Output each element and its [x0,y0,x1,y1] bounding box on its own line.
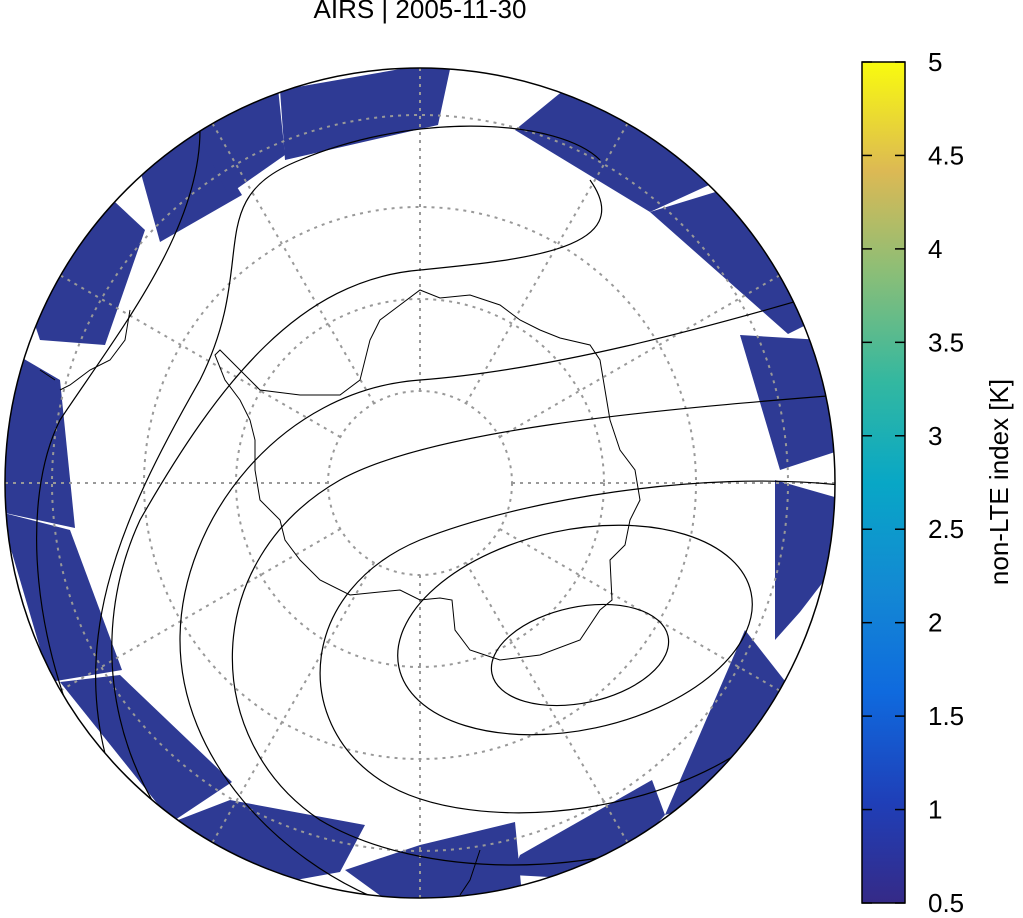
swath [775,480,835,640]
contour [231,394,835,866]
colorbar-ticks: 0.5 1 1.5 2 2.5 3 3.5 4 4.5 5 [862,47,964,918]
swath [650,190,812,334]
swath [515,85,720,212]
contour [179,289,835,898]
colorbar-tick-label: 4.5 [928,140,964,170]
swath [178,800,365,885]
meridian [499,274,780,438]
colorbar-tick-label: 4 [928,234,942,264]
contour [36,129,201,781]
swath [280,68,452,160]
colorbar-label: non-LTE index [K] [984,379,1014,585]
colorbar-tick-label: 1 [928,795,942,825]
colorbar-tick-label: 2.5 [928,514,964,544]
latitude-circle [235,298,605,668]
coastline [214,289,641,661]
contour [490,603,670,707]
latitude-circle [51,114,789,852]
swath [195,88,285,195]
swath [30,188,145,345]
map-frame [4,67,836,899]
meridian [60,274,341,438]
swath [5,345,75,528]
swath [665,630,792,815]
contour [319,480,835,814]
colorbar [861,61,906,904]
map-title: AIRS | 2005-11-30 [314,0,527,24]
contour [111,179,603,881]
meridian [465,123,629,404]
swaths [5,68,835,898]
colorbar-tick-label: 3 [928,421,942,451]
colorbar-tick-label: 3.5 [928,327,964,357]
colorbar-tick-label: 2 [928,608,942,638]
meridian [211,123,375,404]
latitude-circle [327,390,513,576]
meridian [465,562,629,843]
swath [60,675,232,822]
meridian [211,562,375,843]
colorbar-tick-label: 1.5 [928,701,964,731]
swath [5,512,122,682]
contour [397,524,753,736]
meridian [60,528,341,692]
colorbar-tick-label: 5 [928,47,942,77]
coastline [39,309,481,896]
swath [345,822,522,898]
colorbar-tick-label: 0.5 [928,888,964,913]
